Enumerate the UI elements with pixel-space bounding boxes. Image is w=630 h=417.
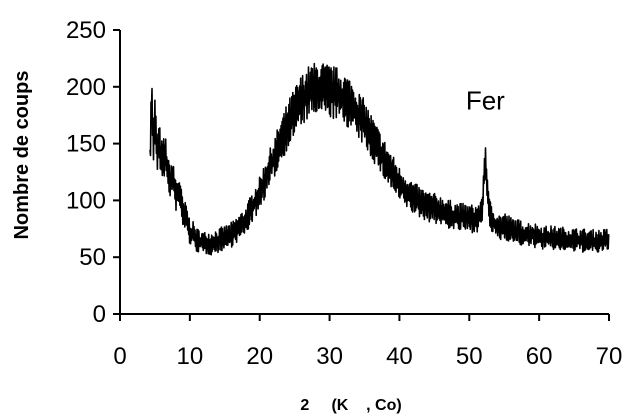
- plot-area: [149, 62, 610, 256]
- x-axis-label: 2 (K , Co): [300, 397, 401, 414]
- series-line: [149, 62, 610, 256]
- x-tick-label: 40: [386, 343, 413, 370]
- y-tick-label: 50: [79, 244, 106, 271]
- x-tick-label: 50: [456, 343, 483, 370]
- x-tick-label: 30: [316, 343, 343, 370]
- y-axis-label: Nombre de coups: [11, 71, 33, 240]
- y-tick-label: 150: [66, 131, 106, 158]
- x-tick-label: 70: [596, 343, 623, 370]
- y-tick-label: 250: [66, 17, 106, 44]
- y-tick-label: 0: [93, 301, 106, 328]
- ticks: 0 50 100 150 200 250 0 10 20 30 40 50 60 70: [66, 17, 622, 370]
- y-tick-label: 200: [66, 74, 106, 101]
- y-tick-label: 100: [66, 187, 106, 214]
- x-tick-label: 0: [113, 343, 126, 370]
- annotations: Fer: [466, 85, 505, 115]
- x-tick-label: 20: [246, 343, 273, 370]
- x-tick-label: 60: [526, 343, 553, 370]
- x-tick-label: 10: [177, 343, 204, 370]
- axes: [119, 30, 609, 315]
- annotation-fer: Fer: [466, 85, 505, 115]
